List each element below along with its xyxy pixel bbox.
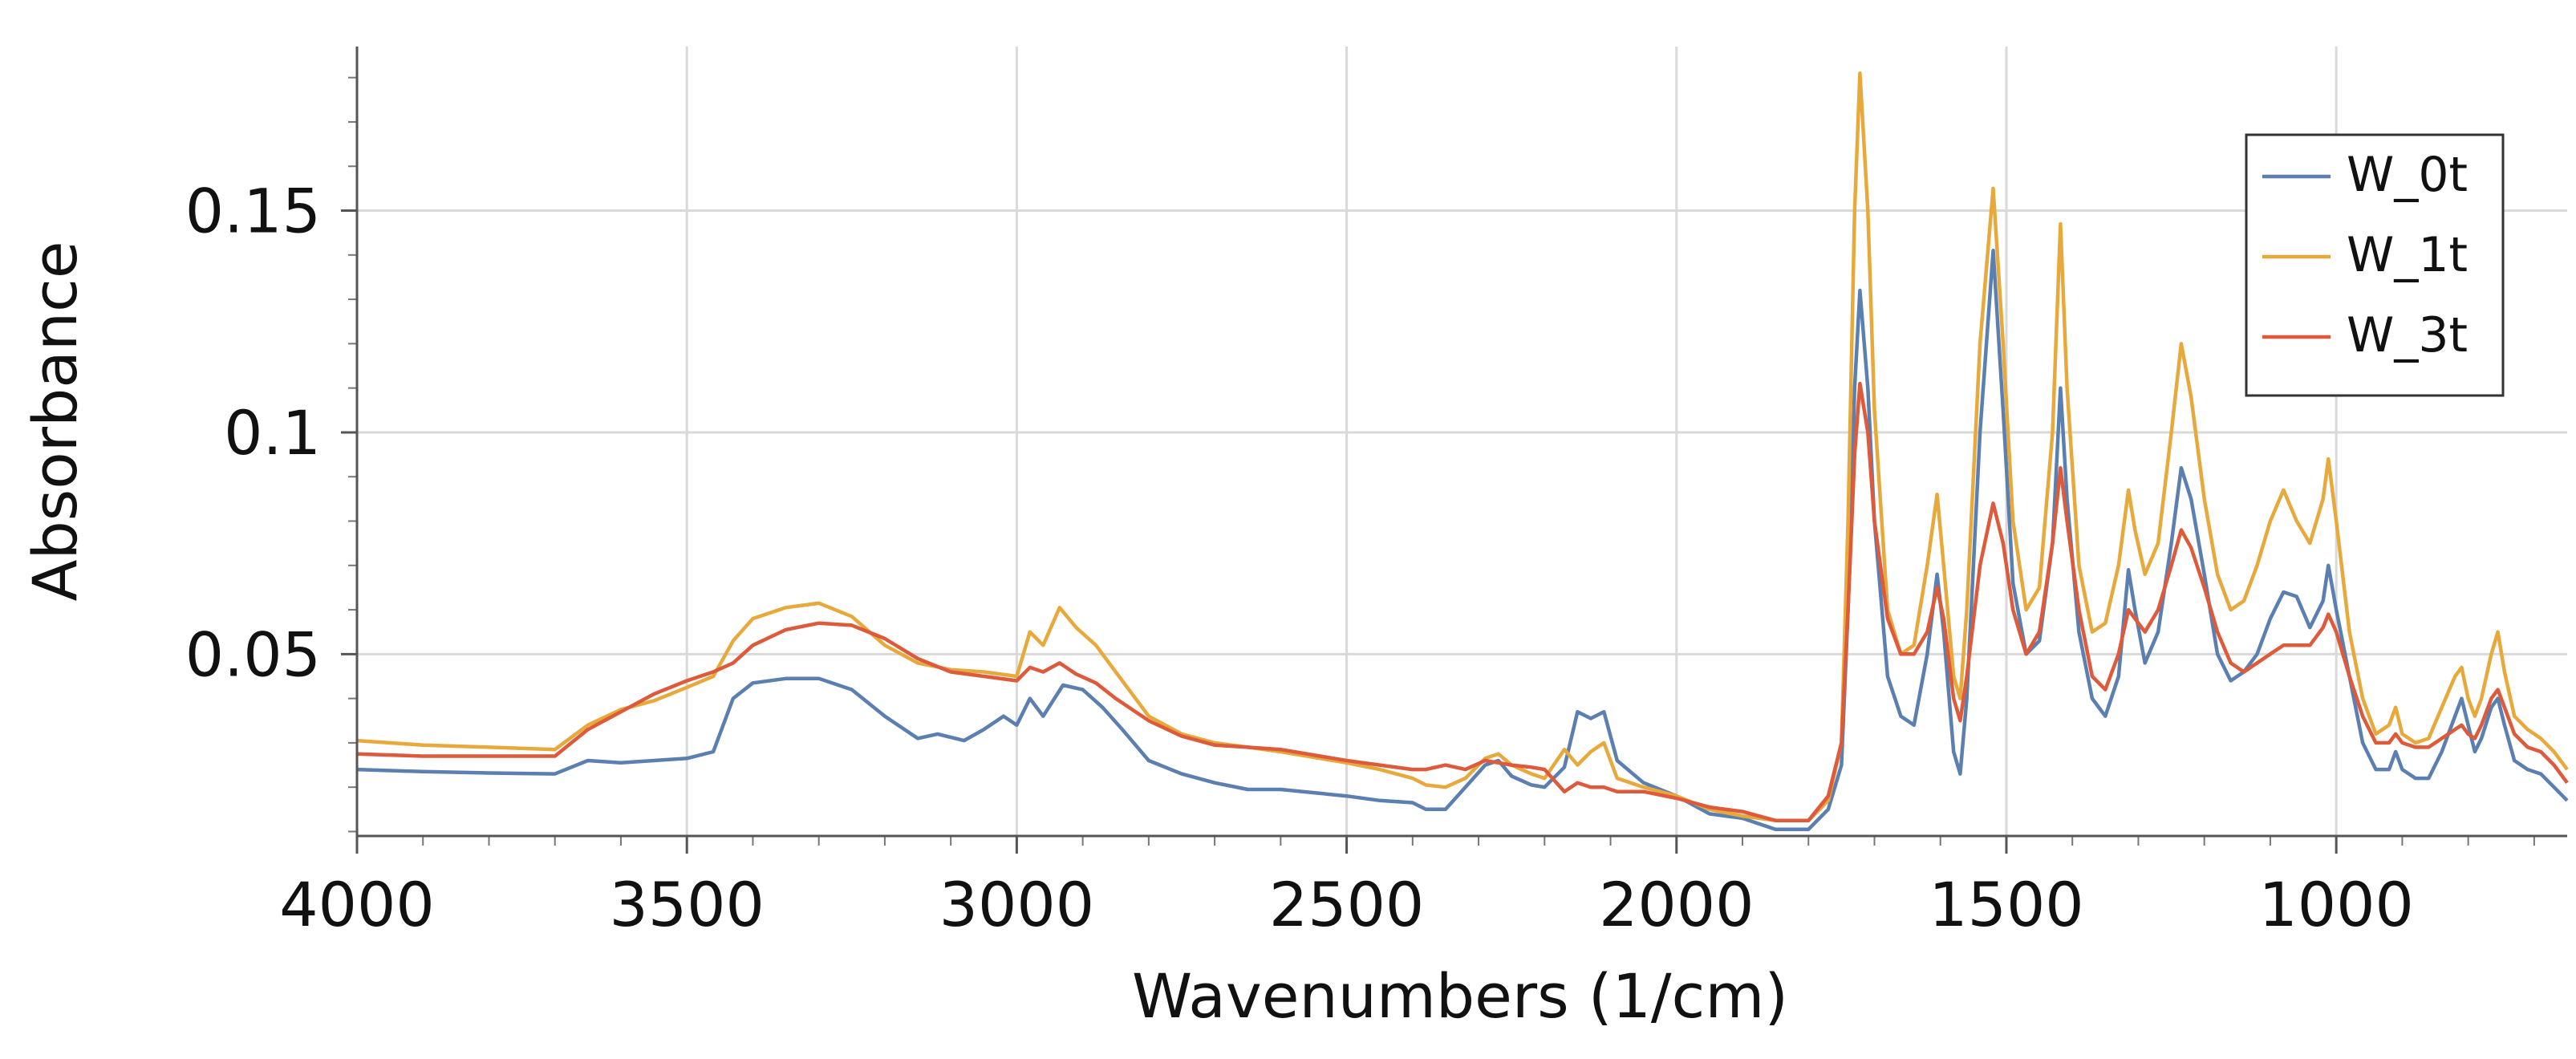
x-axis-label: Wavenumbers (1/cm)	[1132, 960, 1788, 1032]
legend-label: W_1t	[2347, 227, 2468, 283]
y-tick-label: 0.15	[185, 176, 321, 247]
legend-label: W_0t	[2347, 147, 2468, 203]
x-tick-label: 3000	[939, 869, 1094, 940]
x-tick-label: 3500	[609, 869, 764, 940]
series-line-w-1t	[356, 71, 2569, 822]
y-axis-label: Absorbance	[19, 241, 91, 601]
series-line-w-3t	[356, 381, 2569, 822]
series-line-w-0t	[356, 249, 2569, 831]
grid-layer	[357, 47, 2567, 836]
x-tick-label: 2000	[1599, 869, 1754, 940]
x-tick-label: 4000	[279, 869, 434, 940]
y-tick-label: 0.1	[224, 397, 321, 469]
series-layer	[356, 71, 2569, 831]
legend-label: W_3t	[2347, 307, 2468, 363]
x-tick-label: 1000	[2258, 869, 2413, 940]
axis-layer	[341, 47, 2567, 854]
x-tick-label: 2500	[1269, 869, 1424, 940]
y-tick-label: 0.05	[185, 619, 321, 690]
legend: W_0t W_1t W_3t	[2245, 133, 2505, 397]
x-tick-label: 1500	[1929, 869, 2083, 940]
tick-label-layer: 4000 3500 3000 2500 2000 1500 1000 0.05 0.1 0.15	[185, 176, 2414, 940]
